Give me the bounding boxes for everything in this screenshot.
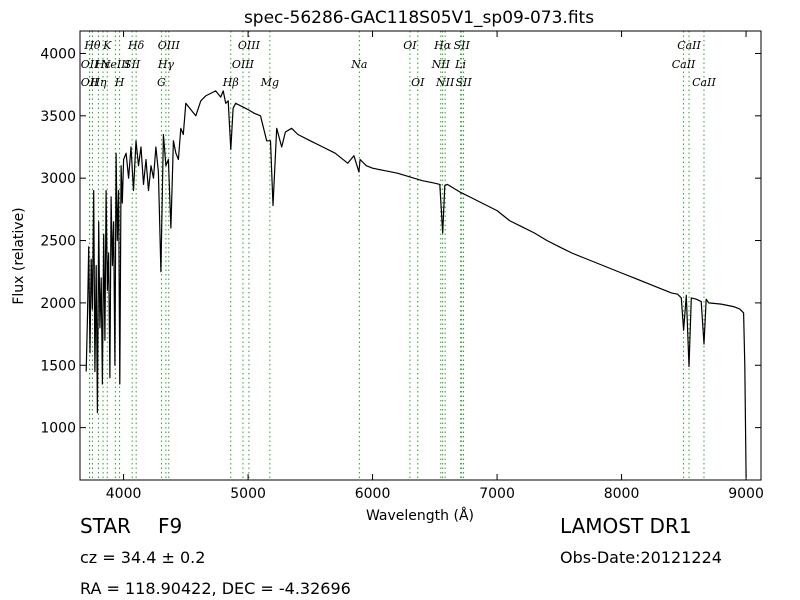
line-marker-label: Hγ [157,58,175,71]
line-marker-label: H [114,76,125,89]
line-marker-label: G [157,76,166,89]
line-marker-label: OI [411,76,425,89]
line-marker-label: SII [455,76,472,89]
spectral-subclass: F9 [158,514,183,538]
ra-dec-coordinates: RA = 118.90422, DEC = -4.32696 [80,579,351,598]
y-tick-label: 1500 [40,358,76,374]
y-tick-label: 3500 [40,109,76,125]
line-marker-label: SII [124,58,141,71]
line-marker-label: SII [454,39,471,52]
redshift-cz: cz = 34.4 ± 0.2 [80,548,206,567]
y-axis-label: Flux (relative) [11,207,27,304]
line-marker-label: Hθ [83,39,101,52]
observation-date: Obs-Date:20121224 [560,548,722,567]
x-tick-label: 4000 [106,486,142,502]
line-marker-label: OII [81,58,99,71]
line-marker-label: Hε [94,58,111,71]
line-marker-label: CaII [672,58,696,71]
x-tick-label: 7000 [479,486,515,502]
line-marker-label: OIII [232,58,255,71]
x-axis-label: Wavelength (Å) [366,507,474,524]
y-axis-ticks: 1000 1500 2000 2500 3000 3500 4000 [40,46,761,437]
x-tick-label: 9000 [728,486,764,502]
line-marker-label: OI [403,39,417,52]
line-marker-label: Hδ [127,39,145,52]
line-marker-label: Li [454,58,466,71]
line-marker-label: CaII [677,39,701,52]
x-axis-ticks: 4000 5000 6000 7000 8000 9000 [106,31,764,502]
line-marker-label: Mg [260,76,279,89]
line-marker-label: OIII [158,39,181,52]
x-tick-label: 8000 [604,486,640,502]
spectral-class: STAR [80,514,131,538]
spectral-line-markers [89,31,705,480]
y-tick-label: 2500 [40,234,76,250]
x-tick-label: 5000 [230,486,266,502]
line-marker-label: OIII [238,39,261,52]
y-tick-label: 4000 [40,46,76,62]
spectrum-line [85,90,747,478]
line-marker-label: NII [435,76,455,89]
line-marker-label: CaII [692,76,716,89]
x-tick-label: 6000 [355,486,391,502]
line-marker-label: Hβ [222,76,239,89]
y-tick-label: 3000 [40,171,76,187]
y-tick-label: 1000 [40,421,76,437]
line-marker-label: NeIII [100,58,131,71]
line-marker-label: K [102,39,112,52]
plot-frame [79,30,762,481]
spectral-line-labels: OII OII Hθ Hη Hε K NeIII H SII Hδ G Hγ OIII Hβ OIII OII… [81,39,717,89]
line-marker-label: OII [81,76,99,89]
line-marker-label: NII [431,58,451,71]
survey-name: LAMOST DR1 [560,514,692,538]
chart-title: spec-56286-GAC118S05V1_sp09-073.fits [244,8,594,28]
line-marker-label: Hα [433,39,452,52]
line-marker-label: Hη [89,76,107,89]
y-tick-label: 2000 [40,296,76,312]
line-marker-label: Na [350,58,367,71]
